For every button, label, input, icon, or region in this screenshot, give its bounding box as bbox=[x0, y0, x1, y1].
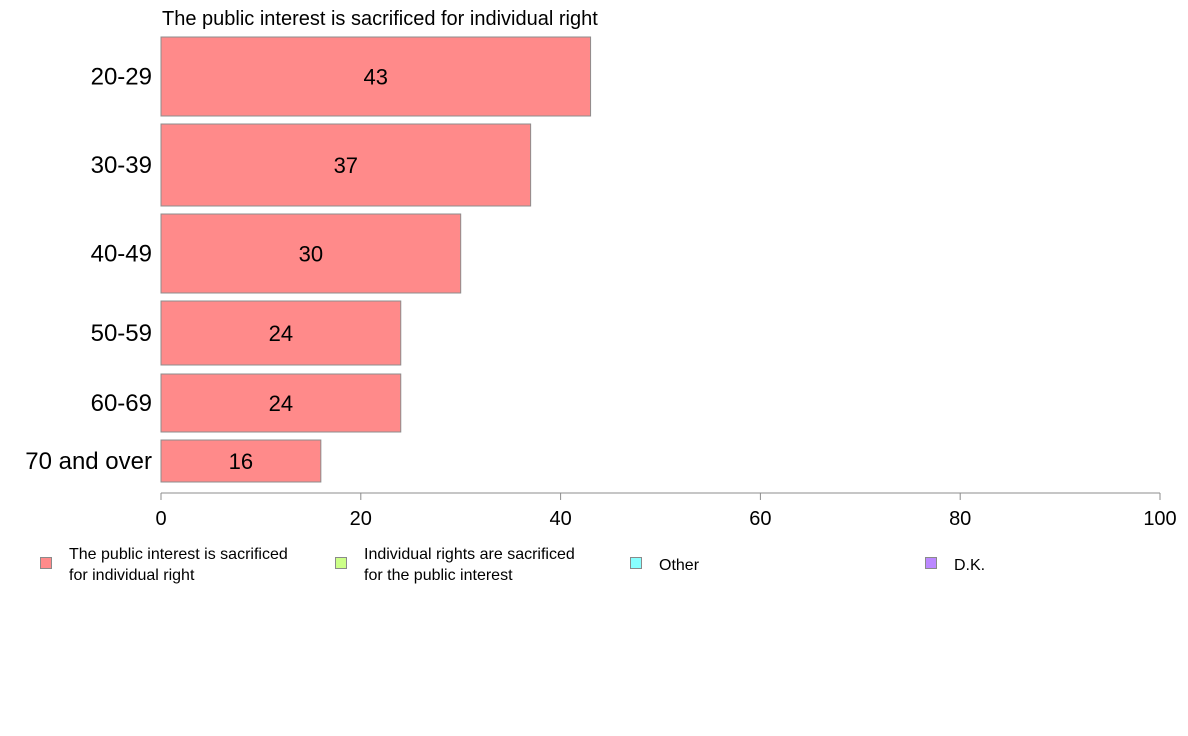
data-label-70-and-over: 16 bbox=[229, 449, 253, 474]
data-label-40-49: 30 bbox=[299, 242, 323, 267]
legend-item-dk: D.K. bbox=[925, 544, 985, 586]
bar-20-29 bbox=[160, 36, 592, 117]
category-label-70-and-over: 70 and over bbox=[25, 448, 152, 475]
chart: The public interest is sacrificed for in… bbox=[25, 8, 1177, 530]
x-axis: 0 20 40 60 80 100 bbox=[155, 492, 1177, 530]
legend-swatch-individual-rights bbox=[335, 557, 347, 569]
legend-swatch-other bbox=[630, 557, 642, 569]
category-label-50-59: 50-59 bbox=[91, 320, 152, 347]
x-tick-label: 60 bbox=[749, 508, 771, 530]
x-tick-label: 20 bbox=[350, 508, 372, 530]
data-label-60-69: 24 bbox=[269, 391, 293, 416]
category-label-20-29: 20-29 bbox=[91, 64, 152, 91]
legend-label-dk: D.K. bbox=[954, 556, 986, 574]
legend-swatch-dk bbox=[925, 557, 937, 569]
category-axis: 20-29 30-39 40-49 50-59 60-69 70 and over bbox=[25, 64, 152, 476]
category-label-40-49: 40-49 bbox=[91, 241, 152, 268]
x-tick-label: 0 bbox=[155, 508, 166, 530]
bar-group: 43 37 30 24 24 16 bbox=[160, 36, 592, 483]
bar-70-and-over bbox=[160, 439, 322, 483]
data-label-20-29: 43 bbox=[364, 65, 388, 90]
category-label-30-39: 30-39 bbox=[91, 152, 152, 179]
x-tick-label: 40 bbox=[549, 508, 571, 530]
legend-item-other: Other bbox=[630, 544, 699, 586]
bar-30-39 bbox=[160, 123, 532, 207]
legend-label-individual-rights: Individual rights are sacrificed for the… bbox=[364, 546, 575, 584]
legend-label-public-interest: The public interest is sacrificed for in… bbox=[69, 546, 288, 584]
bar-60-69 bbox=[160, 373, 402, 433]
data-label-30-39: 37 bbox=[334, 153, 358, 178]
chart-title: The public interest is sacrificed for in… bbox=[162, 8, 598, 30]
legend-swatch-public-interest bbox=[40, 557, 52, 569]
data-label-50-59: 24 bbox=[269, 321, 293, 346]
legend: The public interest is sacrificed for in… bbox=[0, 544, 1188, 594]
legend-label-other: Other bbox=[659, 556, 700, 574]
bar-40-49 bbox=[160, 213, 462, 294]
x-tick-label: 100 bbox=[1143, 508, 1176, 530]
legend-item-individual-rights: Individual rights are sacrificed for the… bbox=[335, 544, 575, 586]
x-tick-label: 80 bbox=[949, 508, 971, 530]
bar-50-59 bbox=[160, 300, 402, 366]
category-label-60-69: 60-69 bbox=[91, 390, 152, 417]
legend-item-public-interest: The public interest is sacrificed for in… bbox=[40, 544, 288, 586]
